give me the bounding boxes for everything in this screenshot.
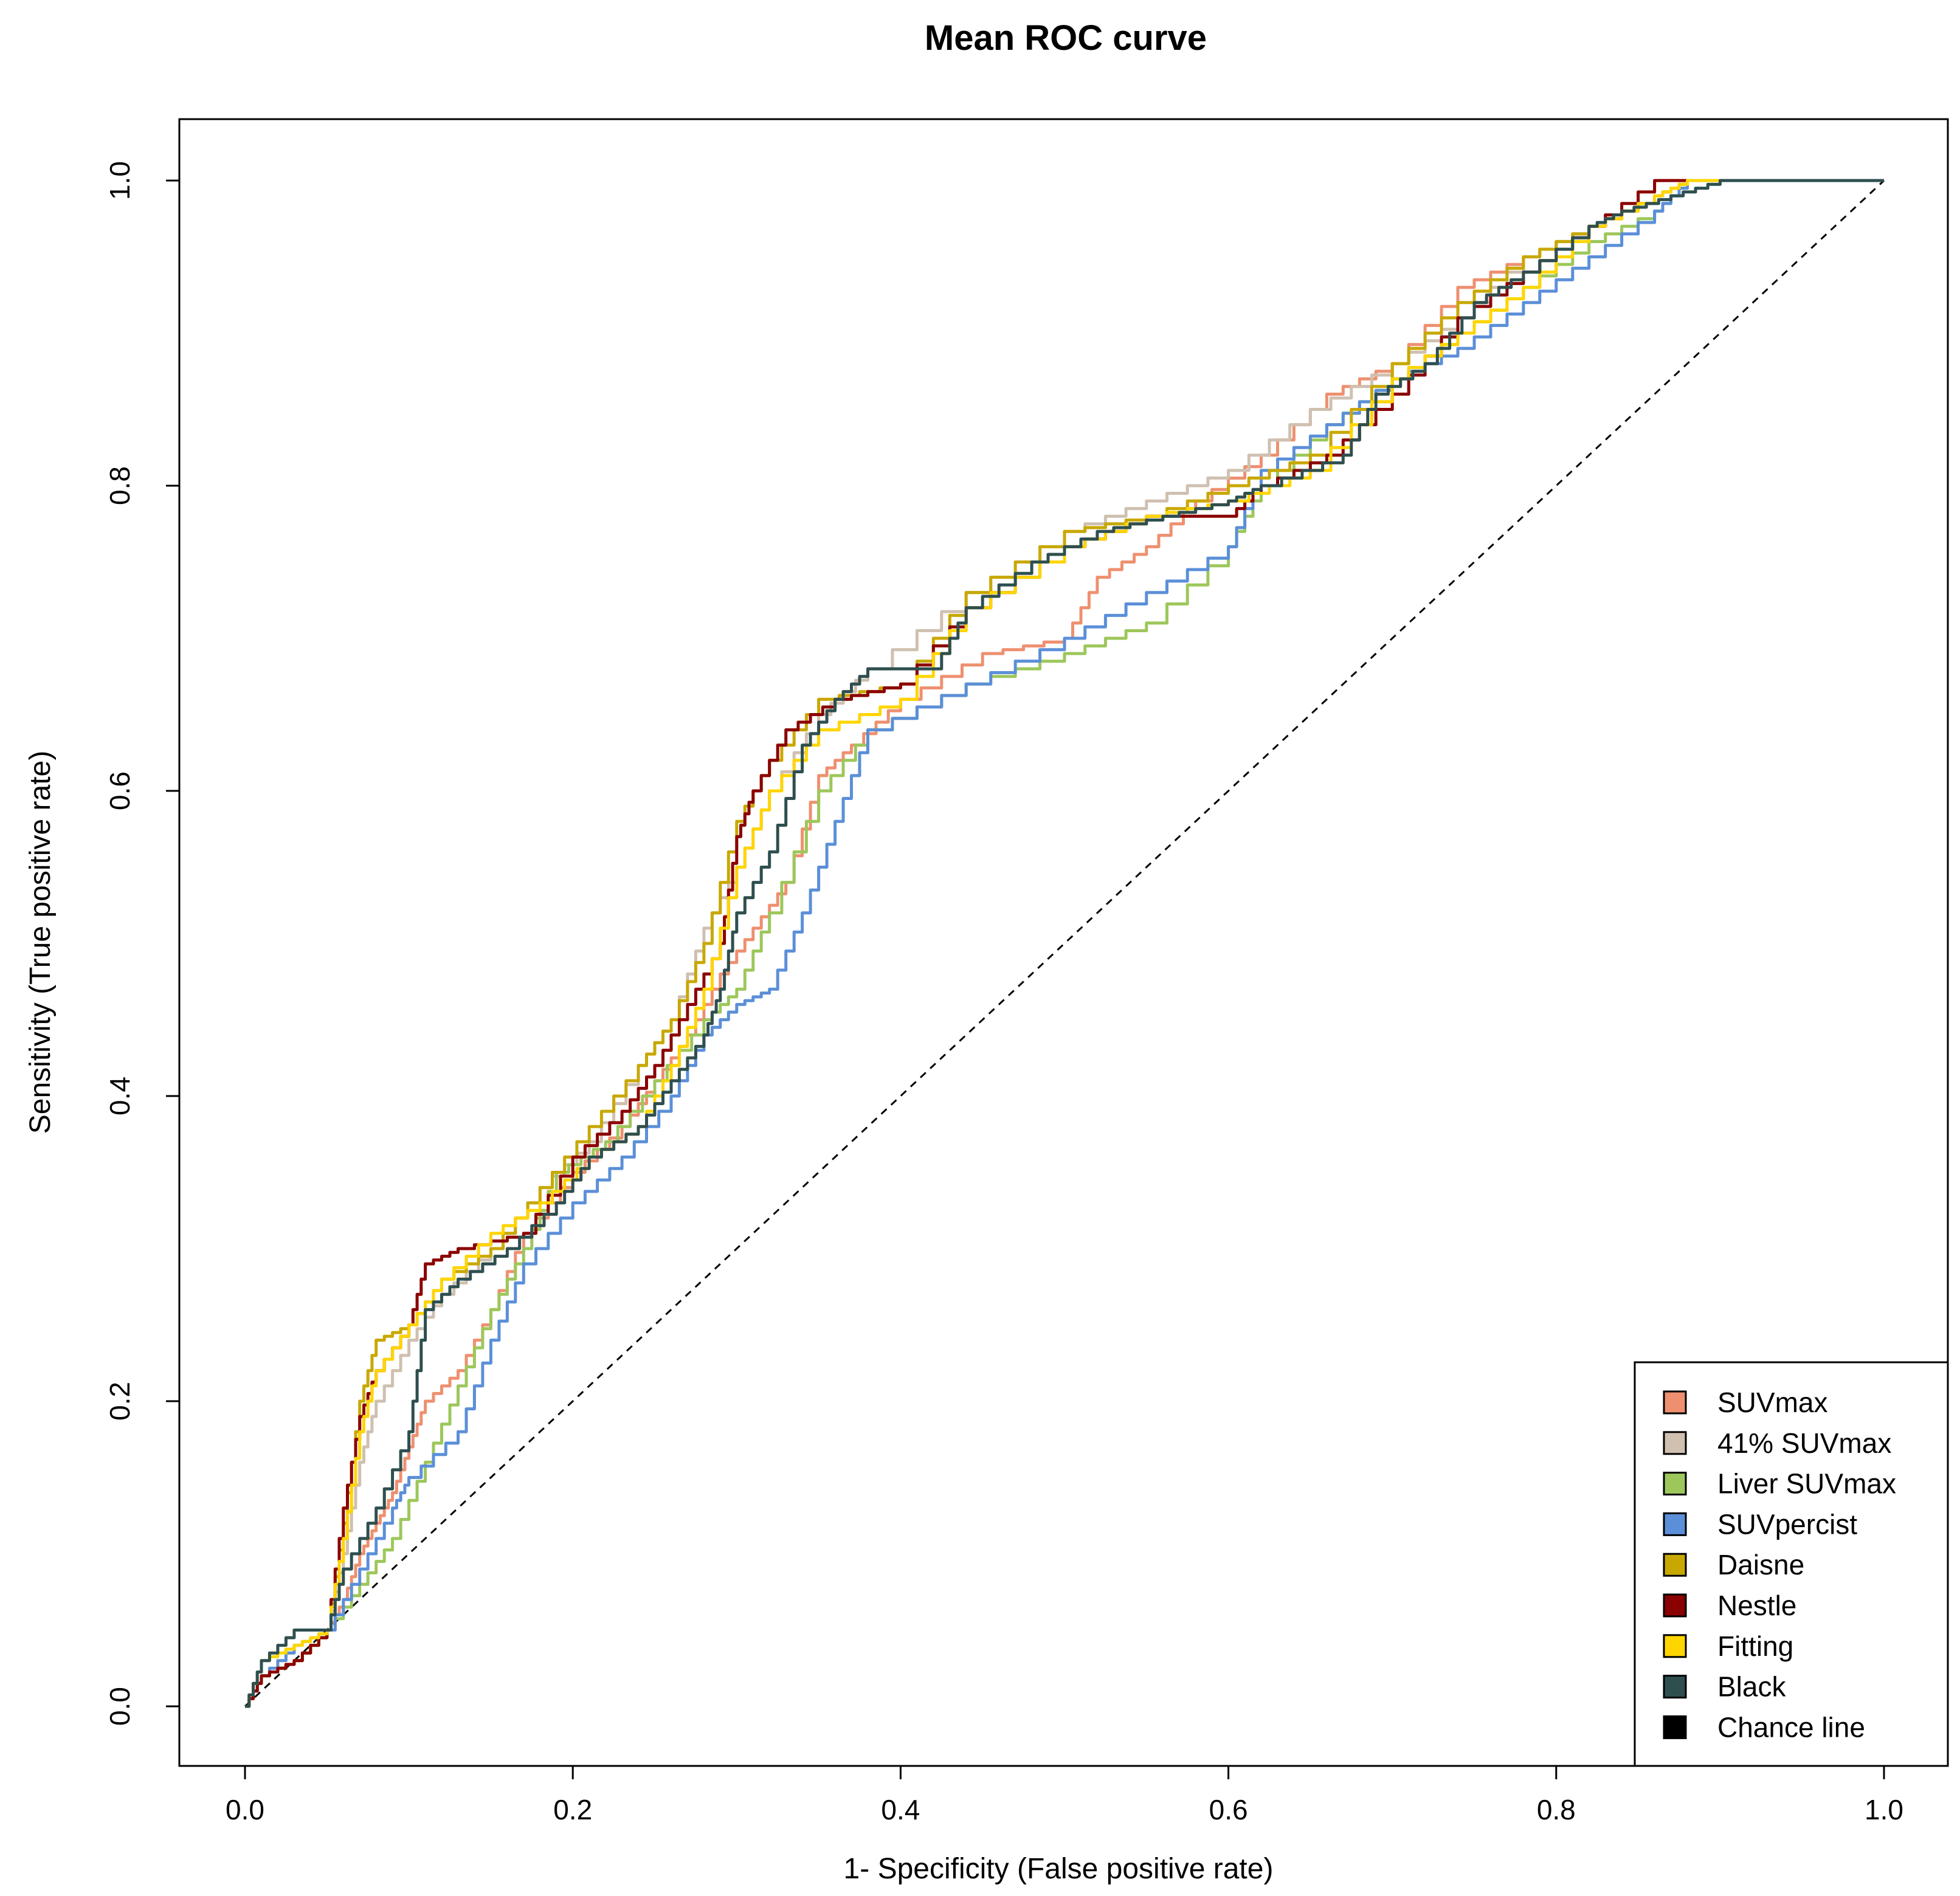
legend-label: 41% SUVmax: [1717, 1427, 1891, 1459]
x-tick-label: 1.0: [1865, 1794, 1903, 1825]
series-line-chance-line: [244, 179, 1885, 1708]
series-layer: [244, 179, 1885, 1708]
legend: SUVmax 41% SUVmax Liver SUVmax SUVpercist Da…: [1634, 1361, 1949, 1767]
y-tick-label: 0.2: [104, 1382, 136, 1421]
y-tick-label: 0.0: [104, 1687, 136, 1726]
series-line-black: [245, 179, 1884, 1708]
y-tick-label: 0.4: [104, 1077, 136, 1115]
axis-layer: 0.0 0.2 0.4 0.6 0.8 1.0 0.0 0.2 0.4 0.6 0.8 1.0: [104, 161, 1903, 1825]
legend-label: Black: [1717, 1671, 1786, 1703]
legend-label: Chance line: [1717, 1711, 1865, 1743]
legend-label: Nestle: [1717, 1590, 1796, 1621]
legend-swatch: [1663, 1675, 1687, 1699]
x-axis-title: 1- Specificity (False positive rate): [844, 1853, 1274, 1885]
legend-swatch: [1663, 1634, 1687, 1658]
y-tick-label: 0.8: [104, 466, 136, 505]
legend-swatch: [1663, 1512, 1687, 1536]
legend-swatch: [1663, 1431, 1687, 1455]
y-tick-label: 0.6: [104, 771, 136, 810]
x-tick-label: 0.6: [1209, 1794, 1248, 1825]
legend-label: Fitting: [1717, 1630, 1793, 1662]
chart-title: Mean ROC curve: [925, 18, 1207, 58]
legend-box: [1634, 1361, 1949, 1767]
legend-label: Liver SUVmax: [1717, 1468, 1896, 1500]
legend-swatch: [1663, 1472, 1687, 1496]
x-tick-label: 0.2: [553, 1794, 592, 1825]
legend-swatch: [1663, 1553, 1687, 1577]
y-tick-label: 1.0: [104, 161, 136, 200]
legend-label: SUVpercist: [1717, 1508, 1857, 1540]
legend-label: Daisne: [1717, 1549, 1804, 1581]
x-tick-label: 0.4: [881, 1794, 920, 1825]
y-axis-title: Sensitivity (True positive rate): [24, 751, 57, 1134]
legend-label: SUVmax: [1717, 1387, 1827, 1418]
legend-swatch: [1663, 1593, 1687, 1618]
x-tick-label: 0.8: [1537, 1794, 1576, 1825]
x-tick-label: 0.0: [226, 1794, 264, 1825]
legend-swatch: [1663, 1715, 1687, 1739]
legend-swatch: [1663, 1390, 1687, 1415]
